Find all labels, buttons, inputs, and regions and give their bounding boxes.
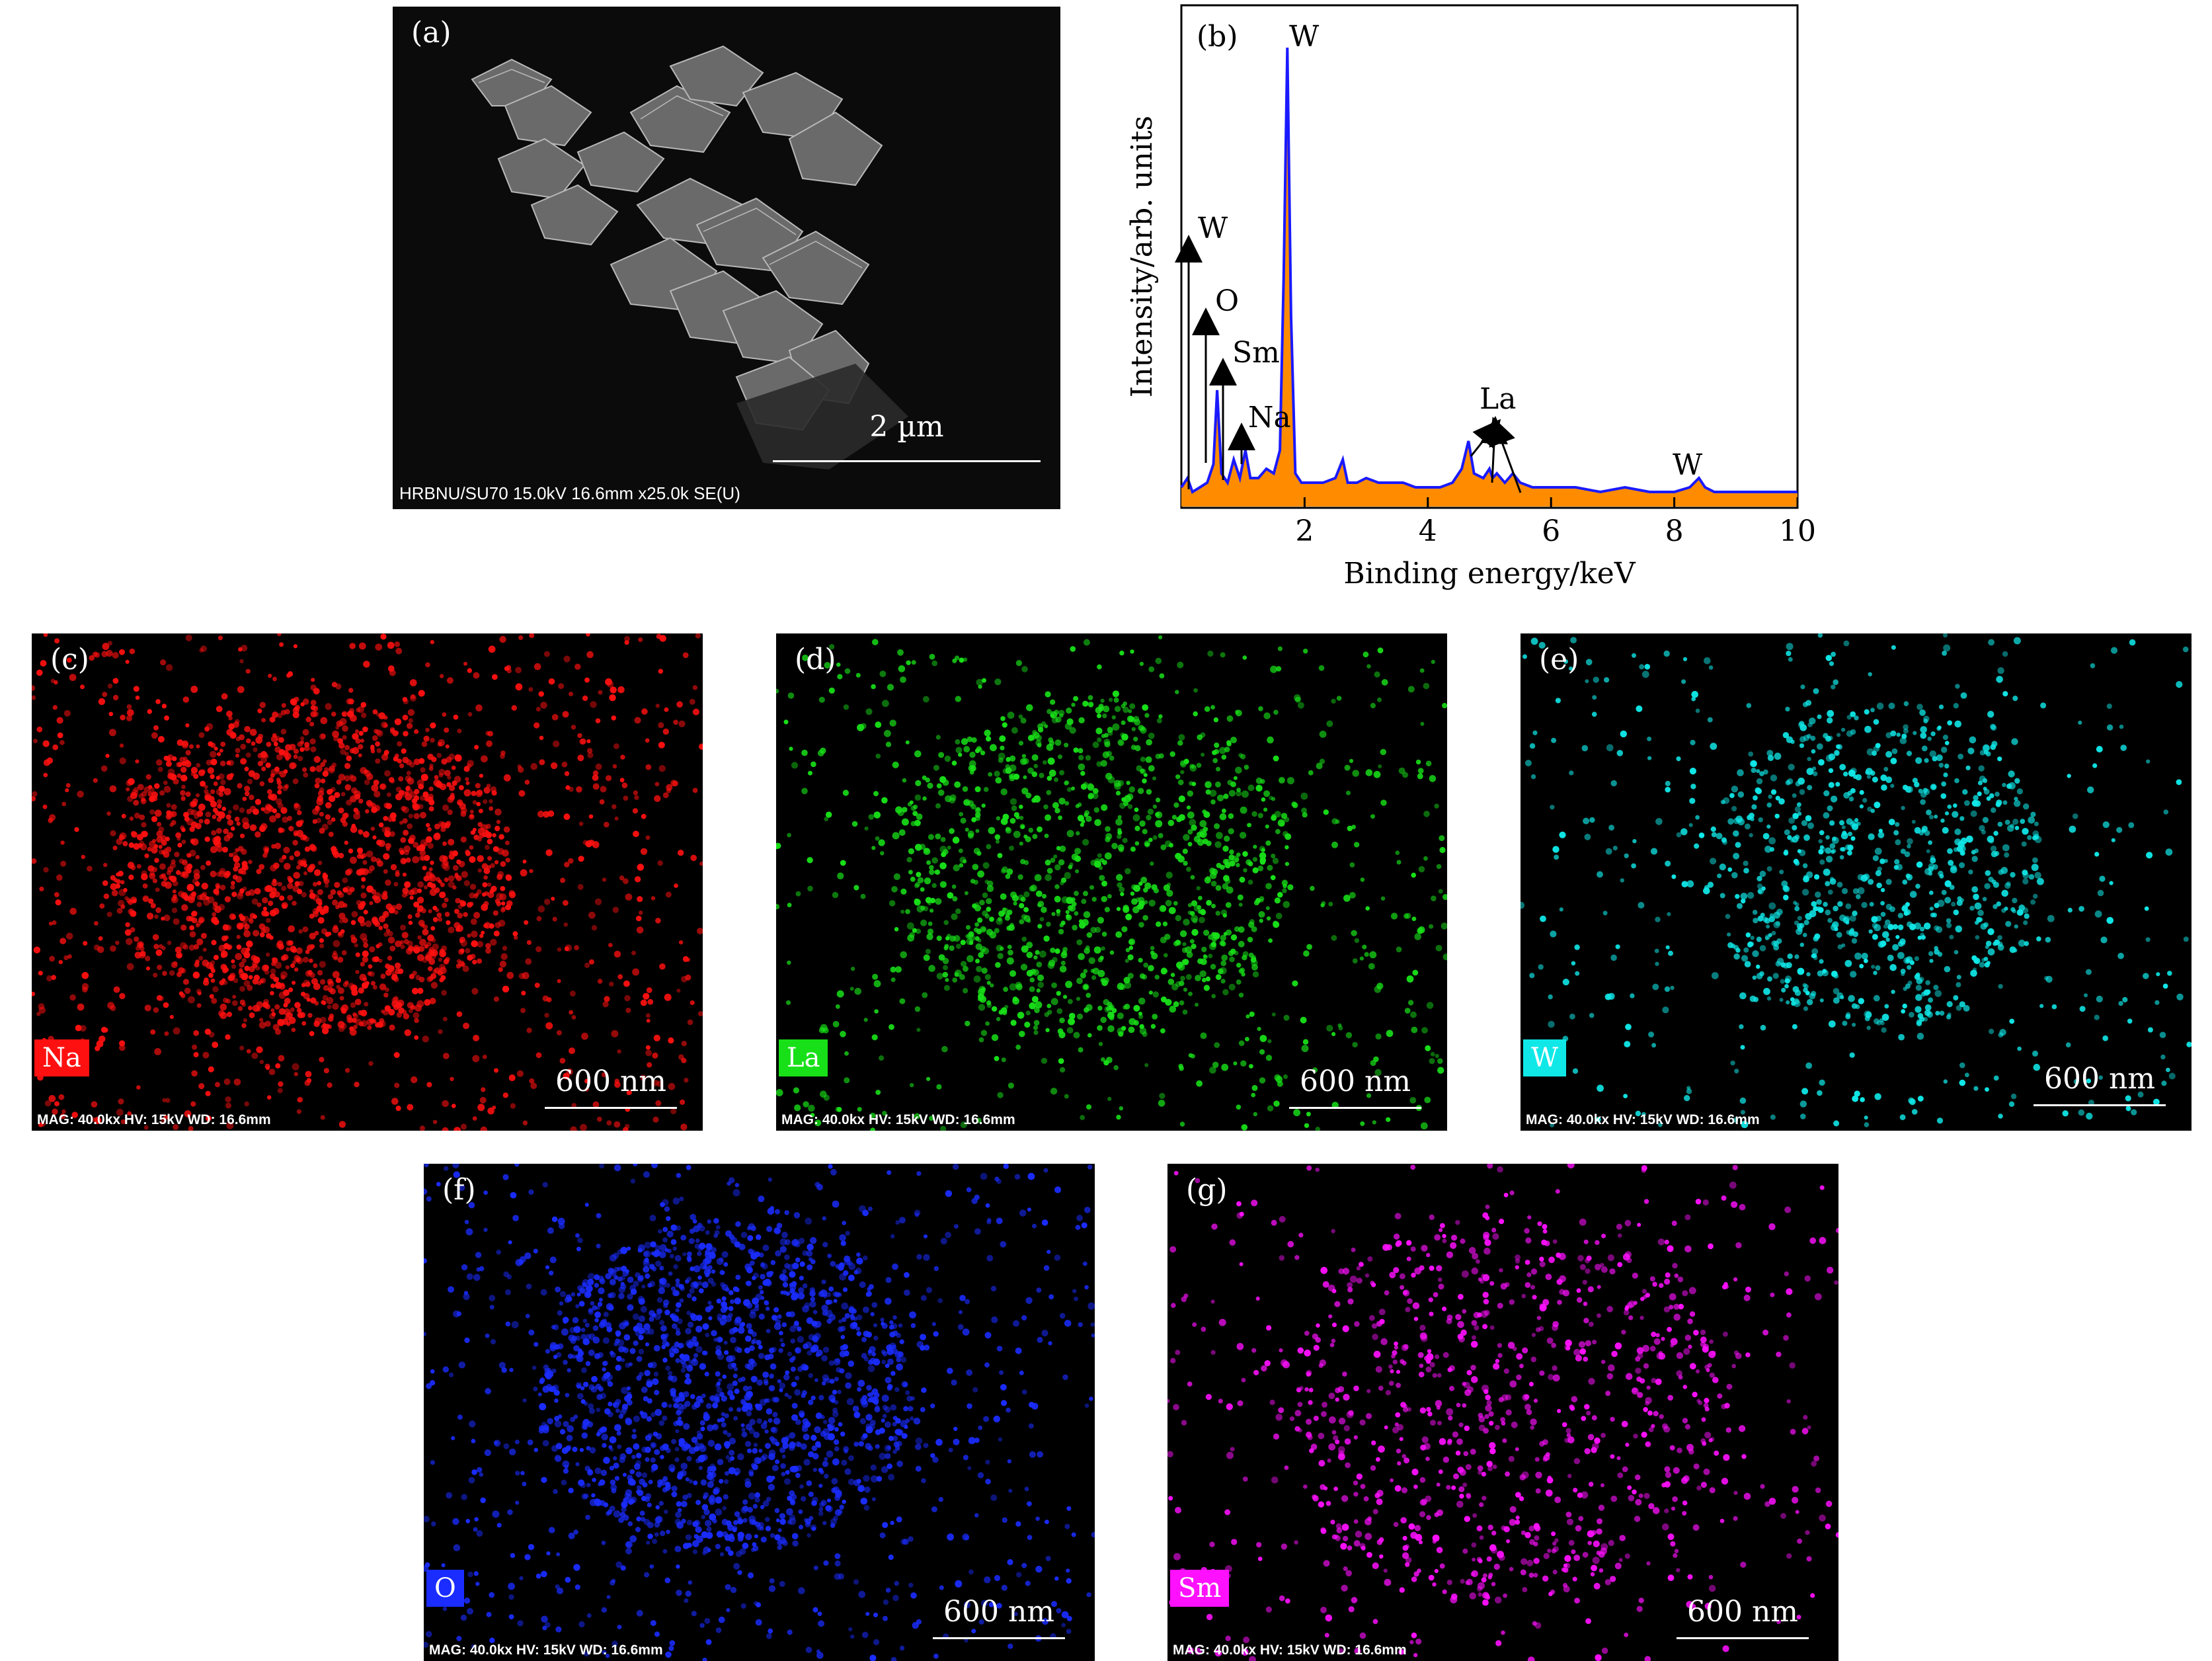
peak-label: La — [1480, 382, 1516, 416]
x-tick-label: 8 — [1665, 514, 1684, 548]
scale-bar-line — [933, 1637, 1065, 1639]
x-tick-label: 4 — [1419, 514, 1437, 548]
scale-bar-line — [773, 460, 1041, 462]
map-info-bar: MAG: 40.0kx HV: 15kV WD: 16.6mm — [781, 1112, 1015, 1128]
panel-label-b: (b) — [1197, 20, 1238, 54]
w-dot-map — [1521, 633, 2192, 1131]
eds-map-o: (f) O 600 nm MAG: 40.0kx HV: 15kV WD: 16… — [424, 1164, 1095, 1661]
eds-map-sm: (g) Sm 600 nm MAG: 40.0kx HV: 15kV WD: 1… — [1167, 1164, 1838, 1661]
element-badge-na: Na — [34, 1039, 89, 1076]
scale-bar-line — [1289, 1107, 1421, 1109]
scale-bar-d: 600 nm — [1289, 1065, 1421, 1112]
scale-bar-e: 600 nm — [2034, 1062, 2166, 1110]
scale-bar-text: 600 nm — [1677, 1595, 1809, 1629]
sm-dot-map — [1167, 1164, 1838, 1661]
eds-map-la: (d) La 600 nm MAG: 40.0kx HV: 15kV WD: 1… — [776, 633, 1447, 1131]
la-dot-map — [776, 633, 1447, 1131]
x-tick-label: 2 — [1295, 514, 1314, 548]
scale-bar-line — [1677, 1637, 1809, 1639]
scale-bar-text: 600 nm — [2034, 1062, 2166, 1096]
eds-map-na: (c) Na 600 nm MAG: 40.0kx HV: 15kV WD: 1… — [32, 633, 703, 1131]
panel-label-g: (g) — [1186, 1173, 1228, 1207]
element-badge-o: O — [426, 1570, 464, 1607]
x-tick-label: 10 — [1779, 514, 1816, 548]
sem-image-panel: (a) 2 µm HRBNU/SU70 15.0kV 16.6mm x25.0k… — [393, 7, 1060, 509]
peak-label: W — [1673, 448, 1703, 482]
panel-label-f: (f) — [442, 1173, 476, 1207]
element-dots — [32, 633, 703, 1131]
panel-label-a: (a) — [411, 16, 452, 50]
x-axis-label: Binding energy/keV — [1343, 557, 1636, 590]
element-badge-la: La — [779, 1039, 828, 1076]
scale-bar-a: 2 µm — [773, 410, 1041, 463]
peak-label: O — [1215, 284, 1239, 318]
panel-label-e: (e) — [1539, 643, 1579, 676]
map-info-bar: MAG: 40.0kx HV: 15kV WD: 16.6mm — [429, 1642, 663, 1658]
scale-bar-line — [545, 1107, 677, 1109]
map-info-bar: MAG: 40.0kx HV: 15kV WD: 16.6mm — [1173, 1642, 1407, 1658]
scale-bar-text: 600 nm — [545, 1065, 677, 1098]
eds-map-w: (e) W 600 nm MAG: 40.0kx HV: 15kV WD: 16… — [1521, 633, 2192, 1131]
na-dot-map — [32, 633, 703, 1131]
panel-label-d: (d) — [795, 643, 836, 676]
element-dots — [776, 635, 1447, 1131]
x-tick-label: 6 — [1542, 514, 1560, 548]
scale-bar-text: 2 µm — [773, 410, 1041, 444]
element-badge-sm: Sm — [1170, 1570, 1229, 1607]
peak-label: W — [1289, 20, 1320, 54]
o-dot-map — [424, 1164, 1095, 1661]
peak-label: Sm — [1232, 336, 1280, 370]
map-info-bar: MAG: 40.0kx HV: 15kV WD: 16.6mm — [1526, 1112, 1760, 1128]
scale-bar-text: 600 nm — [1289, 1065, 1421, 1098]
scale-bar-g: 600 nm — [1677, 1595, 1809, 1642]
element-dots — [1167, 1164, 1838, 1661]
sem-info-bar: HRBNU/SU70 15.0kV 16.6mm x25.0k SE(U) — [399, 483, 740, 504]
scale-bar-line — [2034, 1104, 2166, 1106]
scale-bar-c: 600 nm — [545, 1065, 677, 1112]
eds-spectrum-chart: 2 4 6 8 10 W W O Sm Na La W (b) Binding energy/keV… — [1117, 0, 1825, 602]
y-axis-label: Intensity/arb. units — [1125, 116, 1159, 397]
scale-bar-f: 600 nm — [933, 1595, 1065, 1642]
peak-label: Na — [1248, 401, 1291, 434]
scale-bar-text: 600 nm — [933, 1595, 1065, 1629]
peak-label: W — [1198, 212, 1228, 245]
element-badge-w: W — [1523, 1039, 1566, 1076]
panel-label-c: (c) — [50, 643, 89, 676]
element-dots — [424, 1164, 1095, 1661]
element-dots — [1521, 633, 2192, 1128]
map-info-bar: MAG: 40.0kx HV: 15kV WD: 16.6mm — [37, 1112, 271, 1128]
